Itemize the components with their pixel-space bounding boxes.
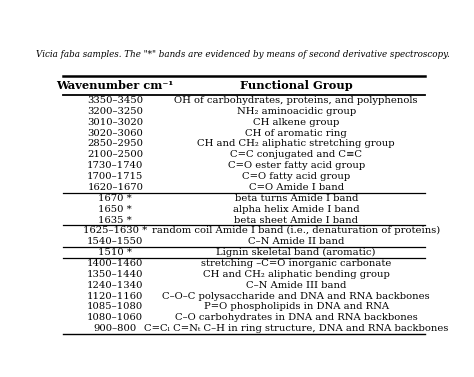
- Text: beta turns Amide I band: beta turns Amide I band: [235, 194, 358, 203]
- Text: alpha helix Amide I band: alpha helix Amide I band: [233, 205, 359, 214]
- Text: 1625–1630 *: 1625–1630 *: [83, 226, 147, 235]
- Text: 1730–1740: 1730–1740: [87, 161, 144, 170]
- Text: C=C conjugated and C≡C: C=C conjugated and C≡C: [230, 150, 362, 159]
- Text: C–N Amide II band: C–N Amide II band: [248, 237, 345, 246]
- Text: stretching –C=O inorganic carbonate: stretching –C=O inorganic carbonate: [201, 259, 392, 268]
- Text: 3350–3450: 3350–3450: [87, 96, 143, 105]
- Text: 1085–1080: 1085–1080: [87, 302, 144, 311]
- Text: C=O ester fatty acid group: C=O ester fatty acid group: [228, 161, 365, 170]
- Text: 900–800: 900–800: [94, 324, 137, 333]
- Text: 2100–2500: 2100–2500: [87, 150, 143, 159]
- Text: CH alkene group: CH alkene group: [253, 118, 339, 127]
- Text: 3010–3020: 3010–3020: [87, 118, 143, 127]
- Text: 1350–1440: 1350–1440: [87, 270, 144, 279]
- Text: Wavenumber cm⁻¹: Wavenumber cm⁻¹: [56, 80, 174, 91]
- Text: 1540–1550: 1540–1550: [87, 237, 144, 246]
- Text: C–N Amide III band: C–N Amide III band: [246, 281, 346, 290]
- Text: Lignin skeletal band (aromatic): Lignin skeletal band (aromatic): [217, 248, 376, 257]
- Text: C–O carbohydrates in DNA and RNA backbones: C–O carbohydrates in DNA and RNA backbon…: [175, 313, 418, 322]
- Text: CH and CH₂ aliphatic stretching group: CH and CH₂ aliphatic stretching group: [197, 139, 395, 149]
- Text: 1620–1670: 1620–1670: [87, 183, 143, 192]
- Text: C–O–C polysaccharide and DNA and RNA backbones: C–O–C polysaccharide and DNA and RNA bac…: [163, 291, 430, 300]
- Text: C=O Amide I band: C=O Amide I band: [249, 183, 344, 192]
- Text: 1120–1160: 1120–1160: [87, 291, 144, 300]
- Text: 2850–2950: 2850–2950: [87, 139, 143, 149]
- Text: 3200–3250: 3200–3250: [87, 107, 143, 116]
- Text: OH of carbohydrates, proteins, and polyphenols: OH of carbohydrates, proteins, and polyp…: [174, 96, 418, 105]
- Text: CH of aromatic ring: CH of aromatic ring: [246, 129, 347, 138]
- Text: 3020–3060: 3020–3060: [87, 129, 143, 138]
- Text: C=Cₗ C=Nₜ C–H in ring structure, DNA and RNA backbones: C=Cₗ C=Nₜ C–H in ring structure, DNA and…: [144, 324, 448, 333]
- Text: random coil Amide I band (i.e., denaturation of proteins): random coil Amide I band (i.e., denatura…: [152, 226, 440, 236]
- Text: 1635 *: 1635 *: [99, 216, 132, 225]
- Text: P=O phospholipids in DNA and RNA: P=O phospholipids in DNA and RNA: [204, 302, 389, 311]
- Text: 1080–1060: 1080–1060: [87, 313, 143, 322]
- Text: C=O fatty acid group: C=O fatty acid group: [242, 172, 350, 181]
- Text: 1510 *: 1510 *: [98, 248, 132, 257]
- Text: Functional Group: Functional Group: [240, 80, 353, 91]
- Text: Vicia faba samples. The "*" bands are evidenced by means of second derivative sp: Vicia faba samples. The "*" bands are ev…: [36, 50, 450, 58]
- Text: NH₂ aminoacidic group: NH₂ aminoacidic group: [237, 107, 356, 116]
- Text: 1400–1460: 1400–1460: [87, 259, 144, 268]
- Text: 1700–1715: 1700–1715: [87, 172, 144, 181]
- Text: 1650 *: 1650 *: [99, 205, 132, 214]
- Text: CH and CH₂ aliphatic bending group: CH and CH₂ aliphatic bending group: [203, 270, 390, 279]
- Text: 1240–1340: 1240–1340: [87, 281, 144, 290]
- Text: 1670 *: 1670 *: [99, 194, 132, 203]
- Text: beta sheet Amide I band: beta sheet Amide I band: [234, 216, 358, 225]
